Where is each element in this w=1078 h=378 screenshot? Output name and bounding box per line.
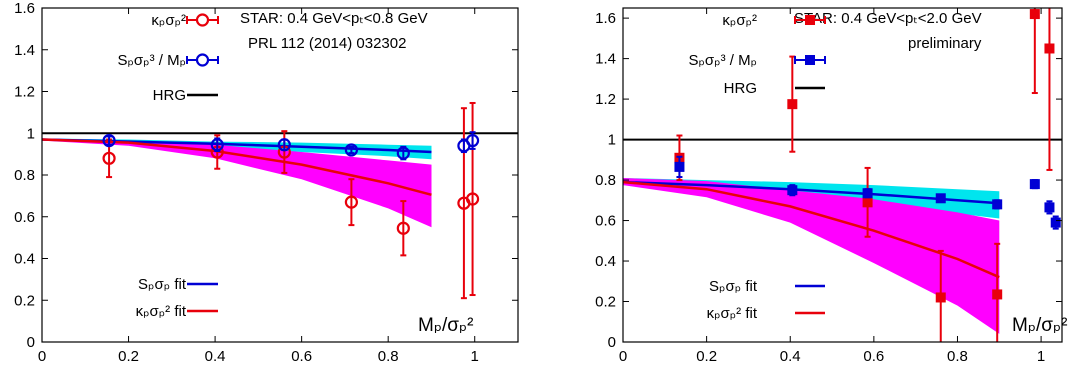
y-tick-label: 1.2	[595, 91, 616, 108]
y-tick-label: 0	[27, 334, 35, 351]
annotation-text: preliminary	[908, 35, 982, 52]
legend-skew-label: Sₚσₚ³ / Mₚ	[117, 52, 186, 69]
skew-point	[396, 146, 410, 160]
y-tick-label: 1.6	[14, 0, 35, 17]
legend-hrg-label: HRG	[724, 80, 757, 97]
x-tick-label: 0.6	[863, 348, 884, 365]
skew-point	[344, 143, 358, 157]
x-tick-label: 0.4	[205, 348, 226, 365]
skew-fit-line	[622, 180, 1000, 205]
kappa-fit-line	[622, 180, 1000, 279]
skew-point	[277, 138, 291, 152]
kappa-point	[787, 99, 798, 110]
legend-kappa-fit-label: κₚσₚ² fit	[136, 303, 187, 320]
skew-point	[1044, 202, 1055, 213]
x-tick-label: 1	[471, 348, 479, 365]
x-tick-label: 0	[38, 348, 46, 365]
kappa-point	[465, 192, 480, 206]
x-tick-label: 0.8	[947, 348, 968, 365]
y-tick-label: 1.4	[595, 51, 616, 68]
skew-point	[862, 188, 873, 199]
plot-frame	[41, 7, 519, 343]
legend-skew-fit-label: Sₚσₚ fit	[709, 278, 758, 295]
y-tick-label: 0.8	[14, 167, 35, 184]
legend-kappa-marker	[195, 13, 210, 27]
left-panel: 0 0.2 0.4 0.6 0.8 1 0 0.2 0.4 0.6 0.8 1 1.2 1.4 1.6 STA…	[14, 0, 519, 365]
skew-point	[210, 138, 224, 152]
y-tick-label: 0	[608, 334, 616, 351]
annotation-text: STAR: 0.4 GeV<pₜ<2.0 GeV	[794, 10, 982, 27]
x-axis-label: Mₚ/σₚ²	[1012, 315, 1067, 336]
x-tick-label: 0	[619, 348, 627, 365]
legend-skew-marker	[195, 53, 210, 67]
y-tick-label: 1.6	[595, 10, 616, 27]
kappa-point	[992, 289, 1003, 300]
skew-point	[1029, 179, 1040, 190]
x-tick-label: 1	[1037, 348, 1045, 365]
skew-point	[935, 193, 946, 204]
annotation-text: PRL 112 (2014) 032302	[248, 35, 406, 52]
skew-point	[1050, 217, 1061, 228]
skew-point	[787, 185, 798, 196]
x-tick-label: 0.6	[291, 348, 312, 365]
kappa-fit-band	[42, 138, 432, 228]
skew-point	[674, 161, 685, 172]
y-tick-label: 0.2	[595, 294, 616, 311]
kappa-point	[396, 221, 410, 235]
legend-hrg-label: HRG	[153, 87, 186, 104]
x-tick-label: 0.2	[696, 348, 717, 365]
y-tick-label: 1.2	[14, 84, 35, 101]
annotation-text: STAR: 0.4 GeV<pₜ<0.8 GeV	[240, 10, 428, 27]
legend-kappa-label: κₚσₚ²	[722, 12, 757, 29]
y-tick-label: 1.4	[14, 42, 35, 59]
x-tick-label: 0.4	[780, 348, 801, 365]
y-tick-label: 0.4	[595, 253, 616, 270]
skew-point	[102, 133, 116, 148]
y-tick-label: 0.4	[14, 251, 35, 268]
legend-kappa-label: κₚσₚ²	[151, 12, 186, 29]
legend-skew-fit-label: Sₚσₚ fit	[138, 276, 187, 293]
kappa-point	[1044, 43, 1055, 54]
kappa-point	[935, 292, 946, 303]
y-tick-label: 1	[27, 125, 35, 142]
y-tick-label: 0.6	[14, 209, 35, 226]
y-tick-label: 0.8	[595, 172, 616, 189]
skew-point	[992, 199, 1003, 210]
kappa-fit-band	[623, 178, 1000, 334]
y-tick-label: 0.2	[14, 292, 35, 309]
plot-frame	[622, 7, 1063, 343]
y-tick-label: 0.6	[595, 213, 616, 230]
skew-point	[465, 133, 480, 148]
legend-skew-marker	[805, 55, 815, 65]
kappa-point	[1029, 9, 1040, 20]
right-panel: 0 0.2 0.4 0.6 0.8 1 0 0.2 0.4 0.6 0.8 1 1.2 1.4 1.6 STA…	[595, 7, 1067, 365]
y-tick-label: 1	[608, 132, 616, 149]
legend-skew-label: Sₚσₚ³ / Mₚ	[688, 52, 757, 69]
kappa-point	[344, 195, 358, 209]
x-tick-label: 0.8	[378, 348, 399, 365]
legend-kappa-fit-label: κₚσₚ² fit	[707, 305, 758, 322]
kappa-point	[102, 151, 116, 165]
x-tick-label: 0.2	[118, 348, 139, 365]
legend-kappa-marker	[805, 15, 815, 25]
x-axis-label: Mₚ/σₚ²	[418, 315, 473, 336]
kappa-point	[862, 197, 873, 208]
